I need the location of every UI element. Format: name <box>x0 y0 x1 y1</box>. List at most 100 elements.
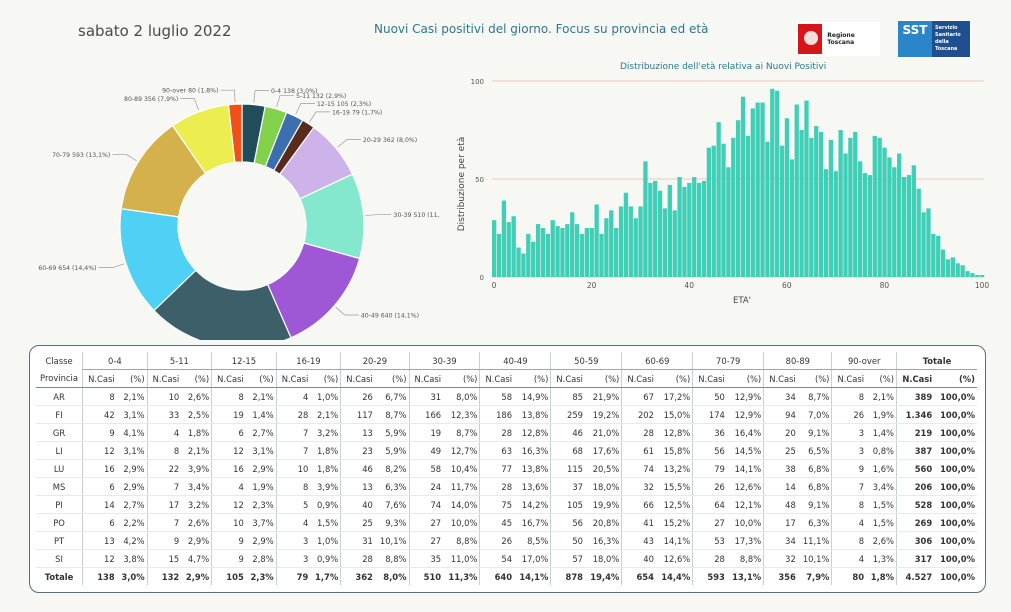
header-pct: (%) <box>726 369 764 388</box>
cell-pct: 0,9% <box>310 495 341 514</box>
cell-n-casi: 58 <box>479 387 515 406</box>
cell-n-casi: 14 <box>763 477 798 496</box>
cell-n-casi: 16 <box>211 459 246 478</box>
histogram-bar <box>706 147 712 277</box>
histogram-bar <box>887 157 892 277</box>
cell-total-n-casi: 4.527 <box>895 567 935 585</box>
cell-n-casi: 7 <box>146 477 182 496</box>
header-n-casi: N.Casi <box>408 369 444 388</box>
cell-pct: 8,8% <box>443 531 480 550</box>
cell-n-casi: 25 <box>763 441 798 460</box>
cell-pct: 10,4% <box>443 459 480 478</box>
cell-n-casi: 17 <box>763 513 798 532</box>
cell-pct: 2,9% <box>245 531 277 550</box>
cell-n-casi: 28 <box>479 477 515 496</box>
cell-pct: 11,7% <box>443 477 480 496</box>
sst-logo-text: Servizio Sanitario della Toscana <box>932 21 970 57</box>
cell-n-casi: 9 <box>146 531 182 550</box>
donut-leader-line <box>180 98 199 110</box>
cell-n-casi: 56 <box>550 513 585 532</box>
cell-n-casi: 28 <box>692 549 727 568</box>
cell-pct: 8,0% <box>374 567 409 585</box>
histogram-title: Distribuzione dell'età relativa ai Nuovi… <box>620 62 827 72</box>
cell-n-casi: 64 <box>692 495 727 514</box>
histogram-bar <box>906 175 912 277</box>
cell-n-casi: 63 <box>479 441 515 460</box>
cell-pct: 14,2% <box>514 495 551 514</box>
cell-total-pct: 100,0% <box>934 495 977 514</box>
cell-pct: 2,9% <box>116 459 148 478</box>
cell-pct: 3,4% <box>866 477 897 496</box>
cell-total-n-casi: 1.346 <box>895 405 935 424</box>
cell-pct: 6,8% <box>797 459 832 478</box>
cell-n-casi: 68 <box>550 441 585 460</box>
cell-n-casi: 28 <box>340 549 375 568</box>
x-tick-label: 20 <box>587 281 597 290</box>
cell-pct: 1,7% <box>310 567 341 585</box>
histogram-bar <box>648 182 653 277</box>
donut-leader-line <box>337 139 361 148</box>
cell-pct: 0,9% <box>310 549 341 568</box>
cell-pct: 1,8% <box>866 567 897 585</box>
histogram-bar <box>731 137 736 277</box>
cell-n-casi: 32 <box>763 549 798 568</box>
cell-total-pct: 100,0% <box>934 567 977 585</box>
cell-pct: 15,0% <box>655 405 693 424</box>
age-distribution-histogram: 0 50 100 0 20 40 60 80 100 ETA' Distribuzione per … <box>457 78 989 306</box>
histogram-bar <box>965 271 970 277</box>
histogram-bar <box>843 153 848 277</box>
histogram-bar <box>736 120 741 277</box>
cell-n-casi: 186 <box>479 405 515 424</box>
histogram-bar <box>750 108 755 277</box>
table-row: LU 16 2,9% 22 3,9% 16 2,9% 10 1,8% 46 8,2% 58 10,4% 7… <box>36 459 977 478</box>
cell-n-casi: 74 <box>408 495 444 514</box>
cell-pct: 12,3% <box>443 405 480 424</box>
histogram-bar <box>618 206 624 277</box>
histogram-bar <box>687 182 692 277</box>
cell-pct: 14,1% <box>726 459 764 478</box>
donut-leader-line <box>335 306 359 316</box>
histogram-bar <box>833 171 838 277</box>
cell-n-casi: 356 <box>763 567 798 585</box>
cell-n-casi: 27 <box>692 513 727 532</box>
cell-pct: 13,8% <box>514 459 551 478</box>
cell-n-casi: 115 <box>550 459 585 478</box>
cell-n-casi: 13 <box>340 477 375 496</box>
cell-n-casi: 3 <box>831 423 867 442</box>
cell-pct: 2,3% <box>245 495 277 514</box>
histogram-bar <box>555 226 560 277</box>
header-age-group: 50-59 <box>550 352 622 370</box>
y-axis-label: Distribuzione per età <box>457 137 467 232</box>
cell-pct: 19,2% <box>585 405 622 424</box>
header-age-group: 16-19 <box>275 352 341 370</box>
cell-pct: 2,1% <box>245 387 277 406</box>
sst-logo: SST Servizio Sanitario della Toscana <box>898 20 972 58</box>
histogram-bar <box>911 165 916 277</box>
histogram-bar <box>828 139 834 277</box>
header-age-group: 0-4 <box>82 352 148 370</box>
histogram-bar <box>662 208 668 277</box>
cell-pct: 16,3% <box>514 441 551 460</box>
cell-n-casi: 14 <box>82 495 117 514</box>
cell-pct: 19,4% <box>585 567 622 585</box>
cell-n-casi: 23 <box>340 441 375 460</box>
histogram-bar <box>545 233 550 277</box>
header-total-n-casi: N.Casi <box>895 369 935 388</box>
cell-n-casi: 26 <box>831 405 867 424</box>
histogram-bar <box>848 137 853 277</box>
cell-total-pct: 100,0% <box>934 531 977 550</box>
header-age-group: 80-89 <box>763 352 832 370</box>
donut-leader-line <box>276 95 294 108</box>
header-n-casi: N.Casi <box>831 369 867 388</box>
histogram-bar <box>882 147 887 277</box>
cell-pct: 16,3% <box>585 531 622 550</box>
cell-pct: 3,8% <box>116 549 148 568</box>
pegasus-flag-icon <box>798 24 823 54</box>
cell-pct: 17,0% <box>514 549 551 568</box>
cell-pct: 8,5% <box>514 531 551 550</box>
cell-n-casi: 138 <box>82 567 117 585</box>
cell-pct: 8,0% <box>443 387 480 406</box>
header-classe: Classe <box>45 355 73 366</box>
cell-total-pct: 100,0% <box>934 405 977 424</box>
cell-pct: 9,1% <box>797 495 832 514</box>
